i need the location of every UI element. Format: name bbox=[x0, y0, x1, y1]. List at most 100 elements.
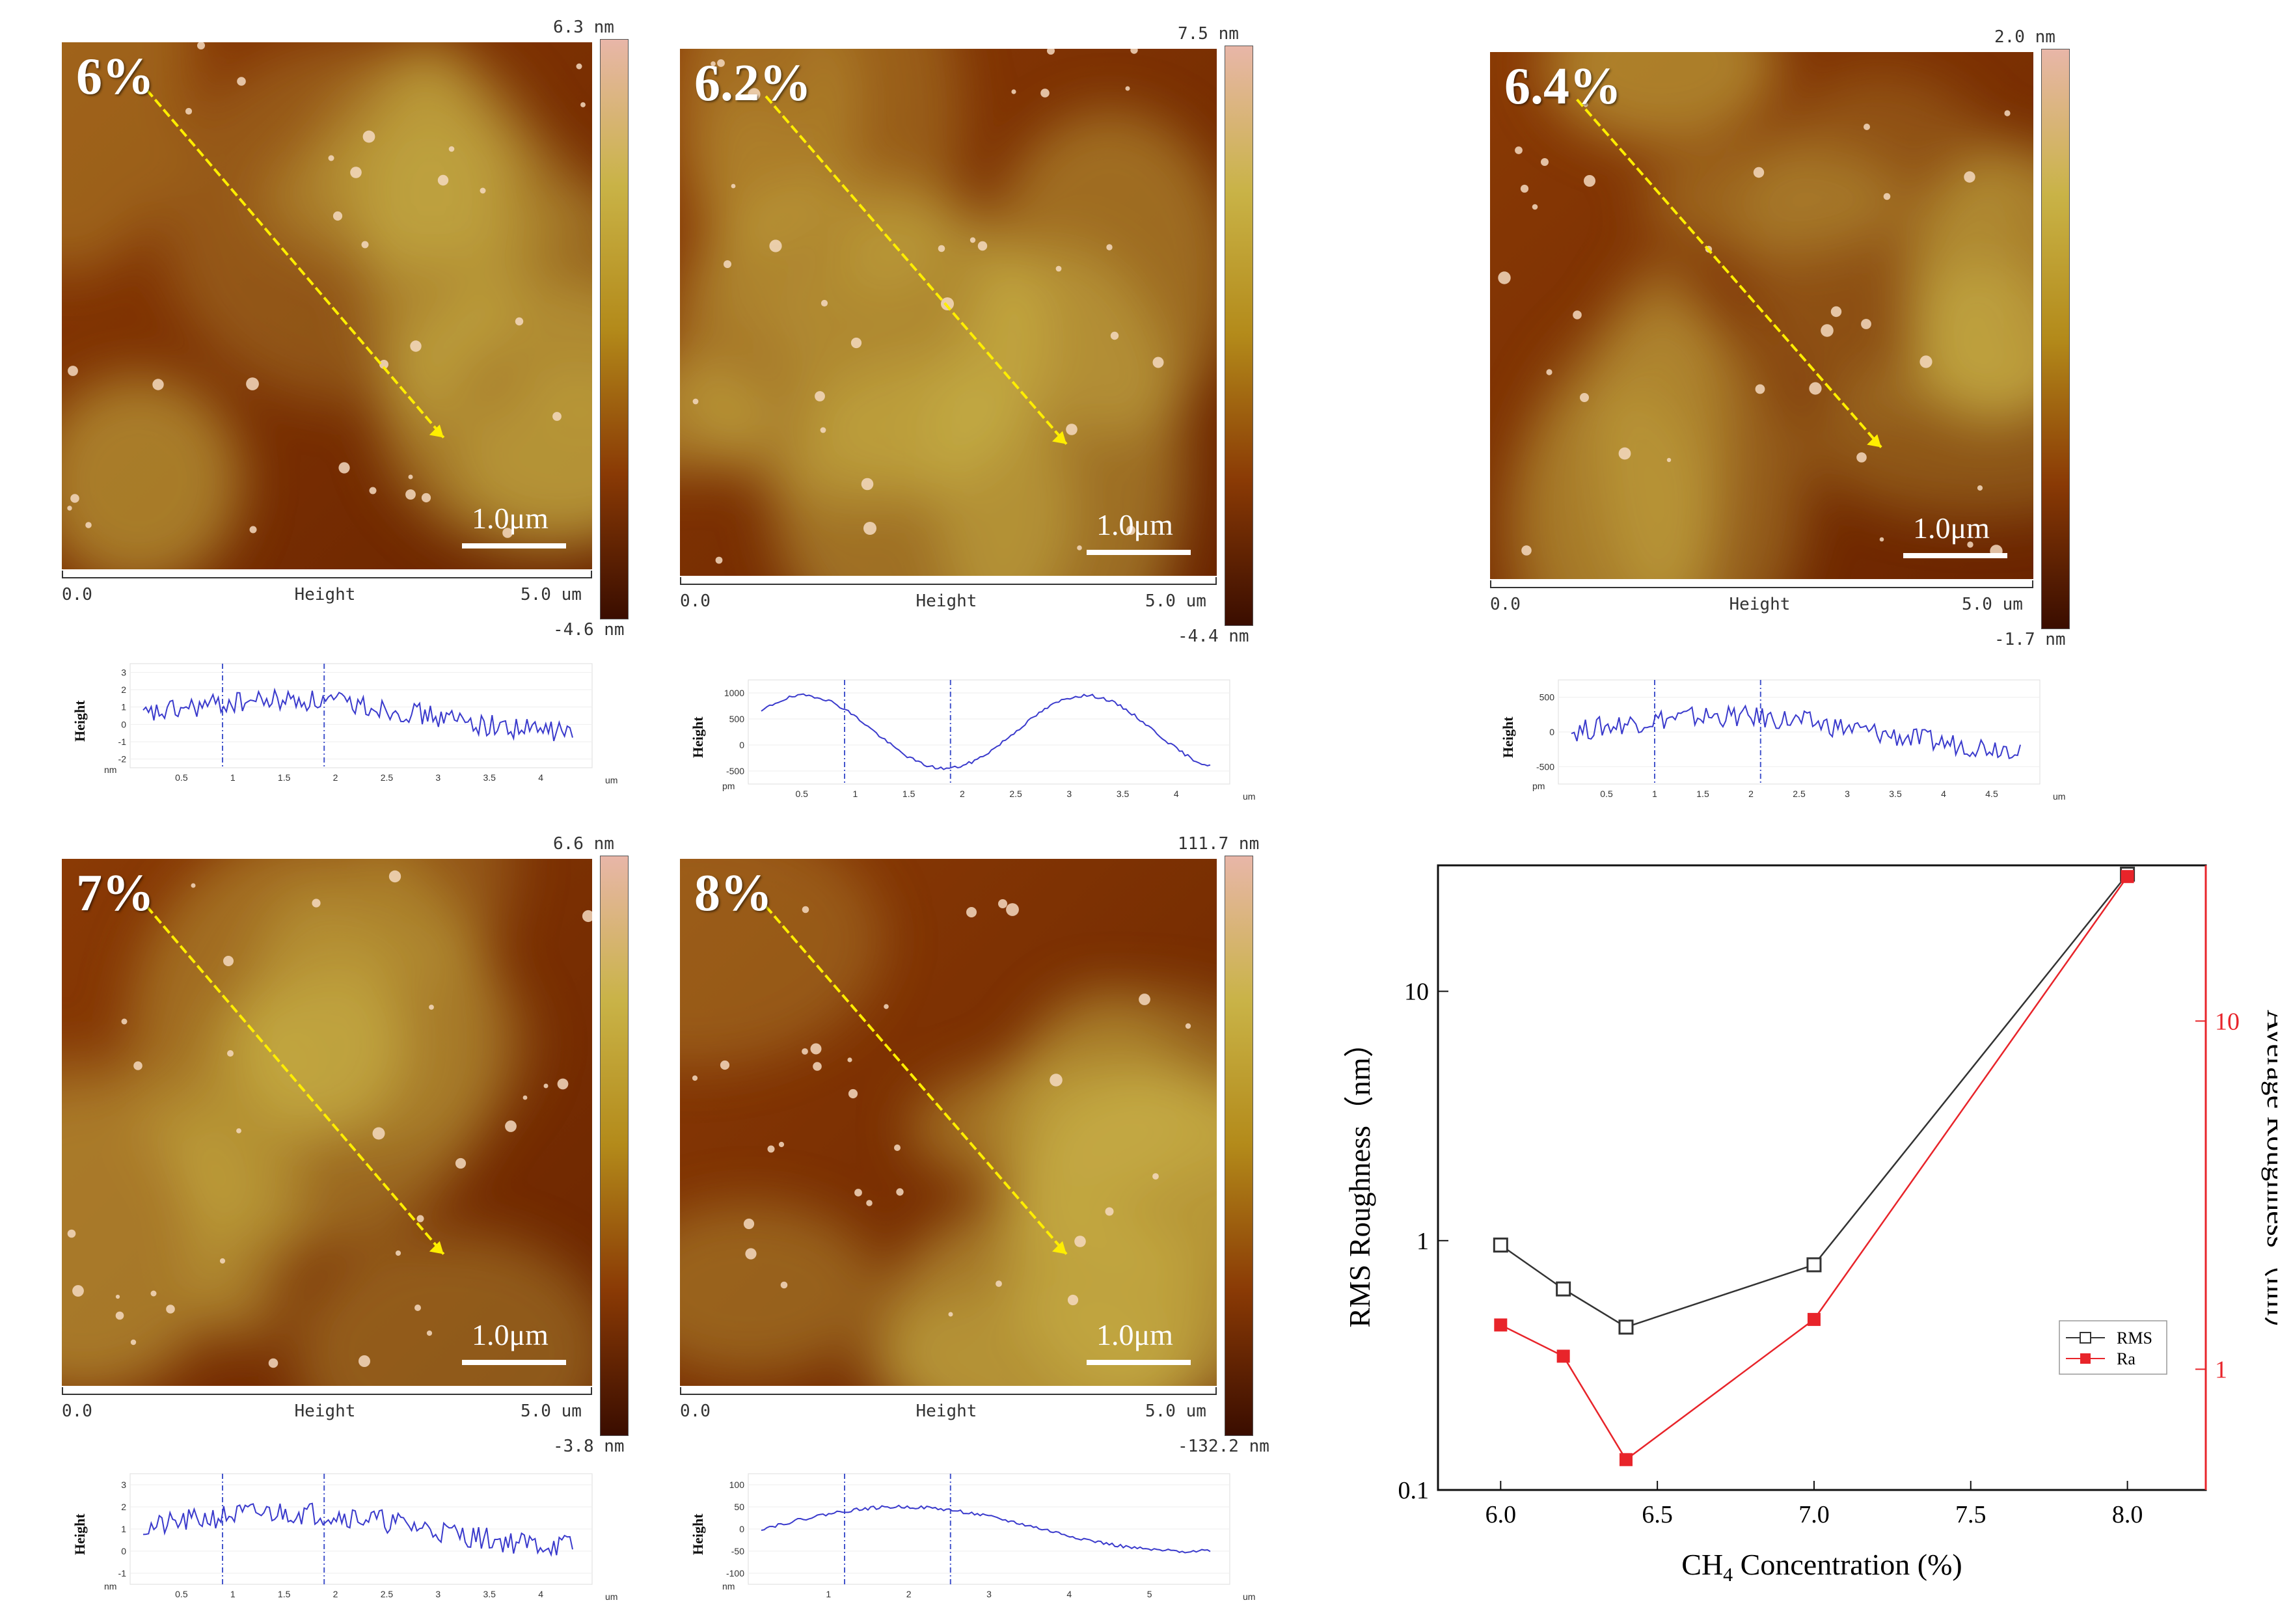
legend-label: RMS bbox=[2117, 1329, 2152, 1347]
profile-y-unit: nm bbox=[722, 1581, 735, 1591]
color-scale-min: -132.2 nm bbox=[1178, 1437, 1269, 1456]
profile-x-tick: 2 bbox=[1748, 789, 1754, 799]
profile-y-tick: -500 bbox=[1536, 761, 1554, 772]
image-axis-title: Height bbox=[294, 1401, 356, 1421]
height-profile-svg: 1000 500 0 -500 0.5 1 1.5 2 2.5 3 3.5 4 um pm Height bbox=[690, 679, 1255, 802]
scale-bar-label: 1.0μm bbox=[1913, 511, 1990, 545]
profile-line bbox=[142, 687, 573, 742]
x-tick-label: 7.5 bbox=[1955, 1501, 1986, 1528]
series-line-ra bbox=[1500, 876, 2128, 1461]
profile-x-tick: 3 bbox=[435, 772, 441, 783]
legend-box bbox=[2059, 1320, 2167, 1375]
image-axis-tick bbox=[680, 1387, 681, 1395]
profile-x-tick: 2.5 bbox=[1009, 789, 1022, 799]
profile-x-tick: 1.5 bbox=[278, 772, 291, 783]
profile-x-tick: 0.5 bbox=[1600, 789, 1613, 799]
profile-y-tick: 0 bbox=[121, 719, 126, 729]
profile-x-tick: 1.5 bbox=[902, 789, 915, 799]
profile-line bbox=[761, 693, 1211, 770]
profile-y-tick: 0 bbox=[739, 740, 744, 750]
profile-x-unit: um bbox=[605, 775, 617, 785]
profile-x-tick: 4 bbox=[538, 1589, 543, 1599]
color-scale-min: -3.8 nm bbox=[553, 1437, 625, 1456]
color-scale-max: 6.6 nm bbox=[553, 834, 614, 854]
profile-y-tick: 0 bbox=[739, 1524, 744, 1534]
image-axis-tick bbox=[1215, 1387, 1217, 1395]
profile-x-tick: 0.5 bbox=[795, 789, 808, 799]
profile-y-tick: 1 bbox=[121, 702, 126, 712]
image-axis-line bbox=[1490, 587, 2033, 588]
profile-x-tick: 1 bbox=[853, 789, 858, 799]
color-scale-max: 6.3 nm bbox=[553, 18, 614, 37]
profile-y-label: Height bbox=[690, 1513, 706, 1555]
legend-label: Ra bbox=[2117, 1349, 2136, 1368]
profile-y-label: Height bbox=[1500, 716, 1516, 758]
image-axis-start: 0.0 bbox=[62, 585, 92, 604]
profile-y-tick: 3 bbox=[121, 1480, 126, 1490]
legend-marker bbox=[2080, 1353, 2091, 1364]
image-axis-start: 0.0 bbox=[1490, 595, 1521, 614]
color-scale-min: -1.7 nm bbox=[1994, 630, 2066, 649]
profile-y-tick: -500 bbox=[726, 766, 744, 776]
color-scale-bar bbox=[2041, 49, 2070, 629]
left-axis-label: RMS Roughness（nm） bbox=[1343, 1027, 1376, 1327]
profile-y-label: Height bbox=[72, 1513, 88, 1555]
afm-panel: 8% 1.0μm 111.7 nm -132.2 nm 0.0 Height 5.0 um bbox=[680, 834, 1269, 1456]
color-scale-bar bbox=[1225, 856, 1253, 1436]
image-axis-line bbox=[680, 584, 1217, 585]
legend-marker bbox=[2080, 1332, 2091, 1344]
concentration-label: 6% bbox=[76, 48, 154, 105]
profile-y-tick: 2 bbox=[121, 1502, 126, 1512]
plot-frame bbox=[1437, 864, 2207, 1491]
profile-x-tick: 5 bbox=[1147, 1589, 1152, 1599]
afm-panel: 6.2% 1.0μm 7.5 nm -4.4 nm 0.0 Height 5.0 um bbox=[680, 23, 1259, 646]
profile-x-tick: 3.5 bbox=[483, 772, 496, 783]
color-scale-max: 111.7 nm bbox=[1178, 834, 1260, 854]
profile-x-tick: 4 bbox=[1174, 789, 1179, 799]
profile-y-tick: 0 bbox=[121, 1546, 126, 1556]
profile-y-tick: 1 bbox=[121, 1524, 126, 1534]
profile-x-tick: 2 bbox=[960, 789, 965, 799]
profile-y-unit: pm bbox=[722, 781, 735, 791]
profile-x-tick: 2.5 bbox=[1793, 789, 1806, 799]
rms-marker bbox=[1806, 1257, 1822, 1273]
image-axis-start: 0.0 bbox=[62, 1401, 92, 1421]
ra-marker bbox=[2121, 870, 2134, 884]
x-tick-label: 6.5 bbox=[1642, 1501, 1673, 1528]
profile-y-tick: 500 bbox=[729, 714, 745, 724]
profile-x-tick: 3.5 bbox=[483, 1589, 496, 1599]
image-axis-end: 5.0 um bbox=[1145, 1401, 1206, 1421]
scale-bar-label: 1.0μm bbox=[472, 502, 549, 535]
profile-x-tick: 3 bbox=[1845, 789, 1850, 799]
profile-y-unit: nm bbox=[104, 765, 116, 775]
profile-y-unit: nm bbox=[104, 1581, 116, 1591]
image-axis-title: Height bbox=[1729, 595, 1791, 614]
rms-marker bbox=[1618, 1320, 1634, 1335]
height-profile: 3 2 1 0 -1 -2 0.5 1 1.5 2 2.5 3 3.5 4 um nm Height bbox=[62, 657, 617, 797]
profile-y-tick: 500 bbox=[1539, 692, 1555, 703]
profile-y-tick: 3 bbox=[121, 667, 126, 677]
roughness-chart-svg: 6.0 6.5 7.0 7.5 8.0 0.1 1 10 1 10 CH4 Concentratio… bbox=[1343, 864, 2278, 1586]
profile-x-unit: um bbox=[1243, 791, 1255, 802]
profile-line bbox=[761, 1504, 1211, 1554]
concentration-label: 7% bbox=[76, 865, 154, 922]
profile-x-tick: 3 bbox=[986, 1589, 992, 1599]
scale-bar bbox=[1903, 553, 2007, 558]
profile-x-tick: 0.5 bbox=[175, 1589, 188, 1599]
profile-x-tick: 2.5 bbox=[381, 772, 394, 783]
image-axis-tick bbox=[591, 1387, 592, 1395]
left-y-tick-label: 10 bbox=[1404, 979, 1429, 1006]
profile-x-tick: 1 bbox=[826, 1589, 831, 1599]
image-axis-tick bbox=[62, 1387, 63, 1395]
ra-marker bbox=[1556, 1349, 1570, 1363]
profile-line bbox=[142, 1502, 573, 1557]
profile-y-tick: -1 bbox=[118, 737, 127, 747]
height-profile: 500 0 -500 0.5 1 1.5 2 2.5 3 3.5 4 4.5 um pm Height bbox=[1490, 673, 2065, 813]
image-axis-end: 5.0 um bbox=[521, 1401, 582, 1421]
color-scale-max: 2.0 nm bbox=[1994, 27, 2055, 47]
profile-x-unit: um bbox=[1243, 1591, 1255, 1602]
afm-panel: 7% 1.0μm 6.6 nm -3.8 nm 0.0 Height 5.0 um bbox=[62, 834, 629, 1456]
height-profile: 3 2 1 0 -1 0.5 1 1.5 2 2.5 3 3.5 4 um nm Height bbox=[62, 1467, 617, 1614]
height-profile: 1000 500 0 -500 0.5 1 1.5 2 2.5 3 3.5 4 um pm Height bbox=[680, 673, 1255, 813]
height-profile-svg: 100 50 0 -50 -100 1 2 3 4 5 um nm Height bbox=[690, 1473, 1255, 1602]
